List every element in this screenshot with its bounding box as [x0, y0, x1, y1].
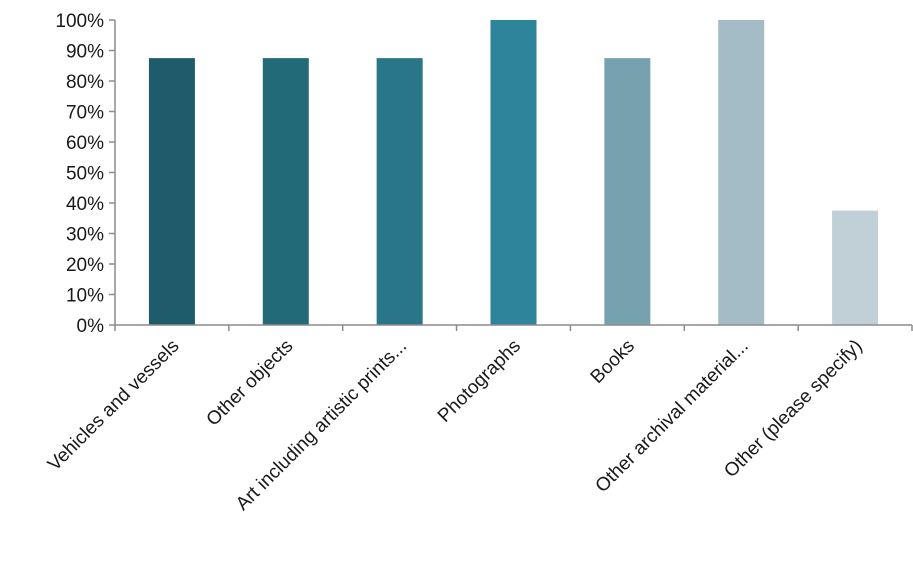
y-tick-label: 40%: [66, 194, 104, 215]
y-tick-label: 0%: [77, 316, 105, 337]
bar: [718, 20, 764, 325]
y-tick-label: 90%: [66, 42, 104, 63]
y-tick-label: 100%: [55, 11, 104, 32]
x-tick-label: Books: [587, 336, 639, 388]
y-tick-label: 80%: [66, 72, 104, 93]
x-tick-label: Photographs: [434, 336, 525, 427]
bar: [491, 20, 537, 325]
y-tick-label: 10%: [66, 286, 104, 307]
y-tick-label: 20%: [66, 255, 104, 276]
bar: [149, 58, 195, 325]
y-tick-label: 30%: [66, 225, 104, 246]
x-tick-label: Other objects: [203, 336, 298, 431]
bar: [832, 211, 878, 325]
y-tick-label: 50%: [66, 164, 104, 185]
y-tick-label: 70%: [66, 103, 104, 124]
bar: [604, 58, 650, 325]
bar: [263, 58, 309, 325]
y-axis: 0% 10% 20% 30% 40% 50% 60% 70% 80% 90% 100%: [55, 11, 115, 337]
bars-group: [149, 20, 878, 325]
y-tick-label: 60%: [66, 133, 104, 154]
x-tick-label: Vehicles and vessels: [44, 336, 184, 476]
bar: [377, 58, 423, 325]
